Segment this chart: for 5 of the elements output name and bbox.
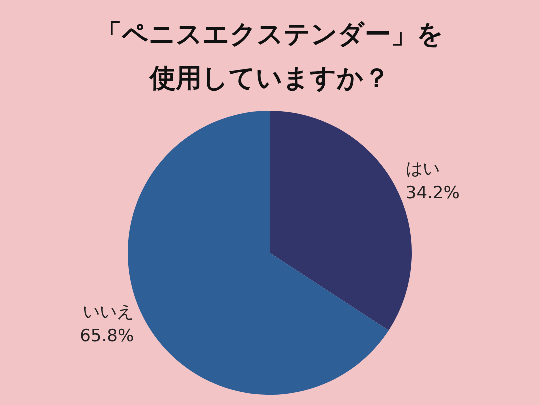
data-label: 34.2% (406, 184, 460, 204)
chart-title: 「ペニスエクステンダー」を使用していますか？ (96, 20, 444, 94)
slice-label: いいえ (83, 302, 134, 322)
data-label: 65.8% (80, 326, 134, 346)
slice-label: はい (406, 160, 440, 180)
